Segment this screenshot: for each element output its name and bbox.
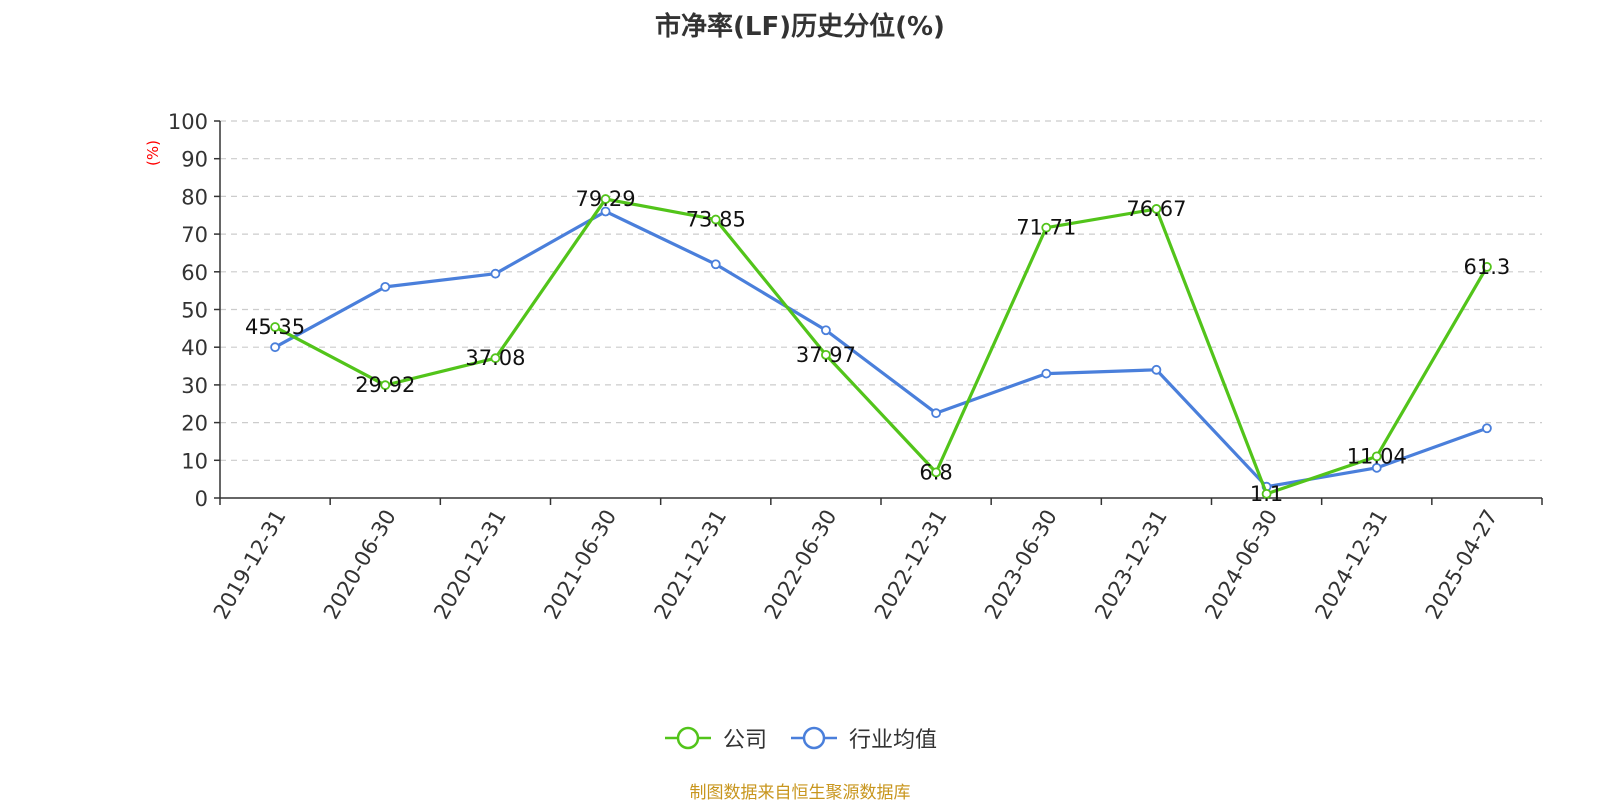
data-label: 61.3 [1464, 255, 1511, 279]
data-point [821, 349, 831, 360]
data-label: 6.8 [919, 460, 952, 484]
legend-item-company[interactable]: 公司 [663, 722, 767, 754]
x-tick-label: 2021-12-31 [649, 506, 731, 624]
data-point [710, 214, 721, 225]
data-point [931, 408, 941, 419]
legend-swatch-marker [802, 726, 826, 750]
x-tick-label: 2020-06-30 [319, 506, 401, 624]
data-point [1041, 222, 1052, 233]
source-note: 制图数据来自恒生聚源数据库 [689, 783, 911, 803]
data-point [490, 353, 501, 364]
y-tick-label: 20 [181, 412, 208, 436]
data-point [270, 322, 280, 332]
legend-item-industry-avg[interactable]: 行业均值 [789, 722, 937, 754]
gridlines [220, 120, 1542, 461]
y-tick-label: 40 [181, 336, 208, 360]
data-point [1371, 462, 1382, 473]
y-tick-label: 50 [181, 299, 208, 323]
legend-swatch-marker [676, 726, 700, 750]
y-tick-label: 10 [181, 449, 208, 473]
data-point [490, 268, 501, 279]
x-tick-label: 2021-06-30 [539, 506, 621, 624]
y-tick-label: 70 [181, 223, 208, 247]
data-point [380, 281, 391, 292]
y-tick-label: 0 [195, 487, 208, 511]
data-label: 45.35 [245, 315, 305, 339]
data-label: 79.29 [576, 187, 636, 211]
legend-swatch [791, 726, 837, 750]
x-tick-label: 2023-12-31 [1090, 506, 1172, 624]
x-tick-label: 2019-12-31 [209, 506, 291, 624]
data-point [1041, 368, 1052, 379]
series-line-company [274, 197, 1489, 496]
y-tick-label: 30 [181, 374, 208, 398]
y-tick-label: 90 [181, 148, 208, 172]
legend-swatch [664, 726, 711, 750]
x-tick-label: 2024-12-31 [1310, 506, 1392, 624]
data-point [821, 325, 831, 336]
series-line-industry-avg [274, 209, 1488, 489]
x-tick-label: 2022-12-31 [870, 506, 952, 624]
data-point [1371, 451, 1382, 462]
data-labels: 45.35 29.92 37.08 79.29 73.85 37.97 6.8 71.71 76… [245, 187, 1510, 506]
y-tick-label: 80 [181, 185, 208, 209]
data-point [931, 467, 941, 478]
legend-label: 公司 [722, 728, 767, 753]
x-tick-label: 2022-06-30 [760, 506, 842, 624]
x-tick-label: 2025-04-27 [1421, 506, 1503, 624]
y-axis-label: (%) [144, 140, 162, 166]
x-tick-label: 2024-06-30 [1200, 506, 1282, 624]
x-tick-label: 2020-12-31 [429, 506, 511, 624]
data-label: 37.08 [465, 346, 525, 370]
data-point [1151, 204, 1162, 214]
data-label: 1.1 [1250, 482, 1283, 506]
data-point [1482, 261, 1492, 272]
data-point [600, 206, 611, 217]
data-point [270, 342, 280, 353]
data-point [710, 259, 721, 270]
data-point [1261, 488, 1272, 499]
series [270, 194, 1492, 499]
data-point [1151, 364, 1162, 375]
y-tick-label: 60 [181, 261, 208, 285]
y-tick-label: 100 [168, 110, 208, 134]
chart-title: 市净率(LF)历史分位(%) [655, 12, 945, 42]
data-label: 29.92 [355, 373, 415, 397]
data-label: 71.71 [1016, 216, 1076, 240]
data-label: 73.85 [686, 208, 746, 232]
data-point [600, 194, 611, 204]
legend: 公司 行业均值 [0, 720, 1600, 756]
data-label: 37.97 [796, 343, 856, 367]
data-point [1482, 423, 1492, 434]
data-label: 76.67 [1126, 197, 1186, 221]
data-label: 11.04 [1347, 444, 1407, 468]
x-tick-label: 2023-06-30 [980, 506, 1062, 624]
data-point [380, 380, 391, 391]
legend-label: 行业均值 [849, 728, 938, 753]
